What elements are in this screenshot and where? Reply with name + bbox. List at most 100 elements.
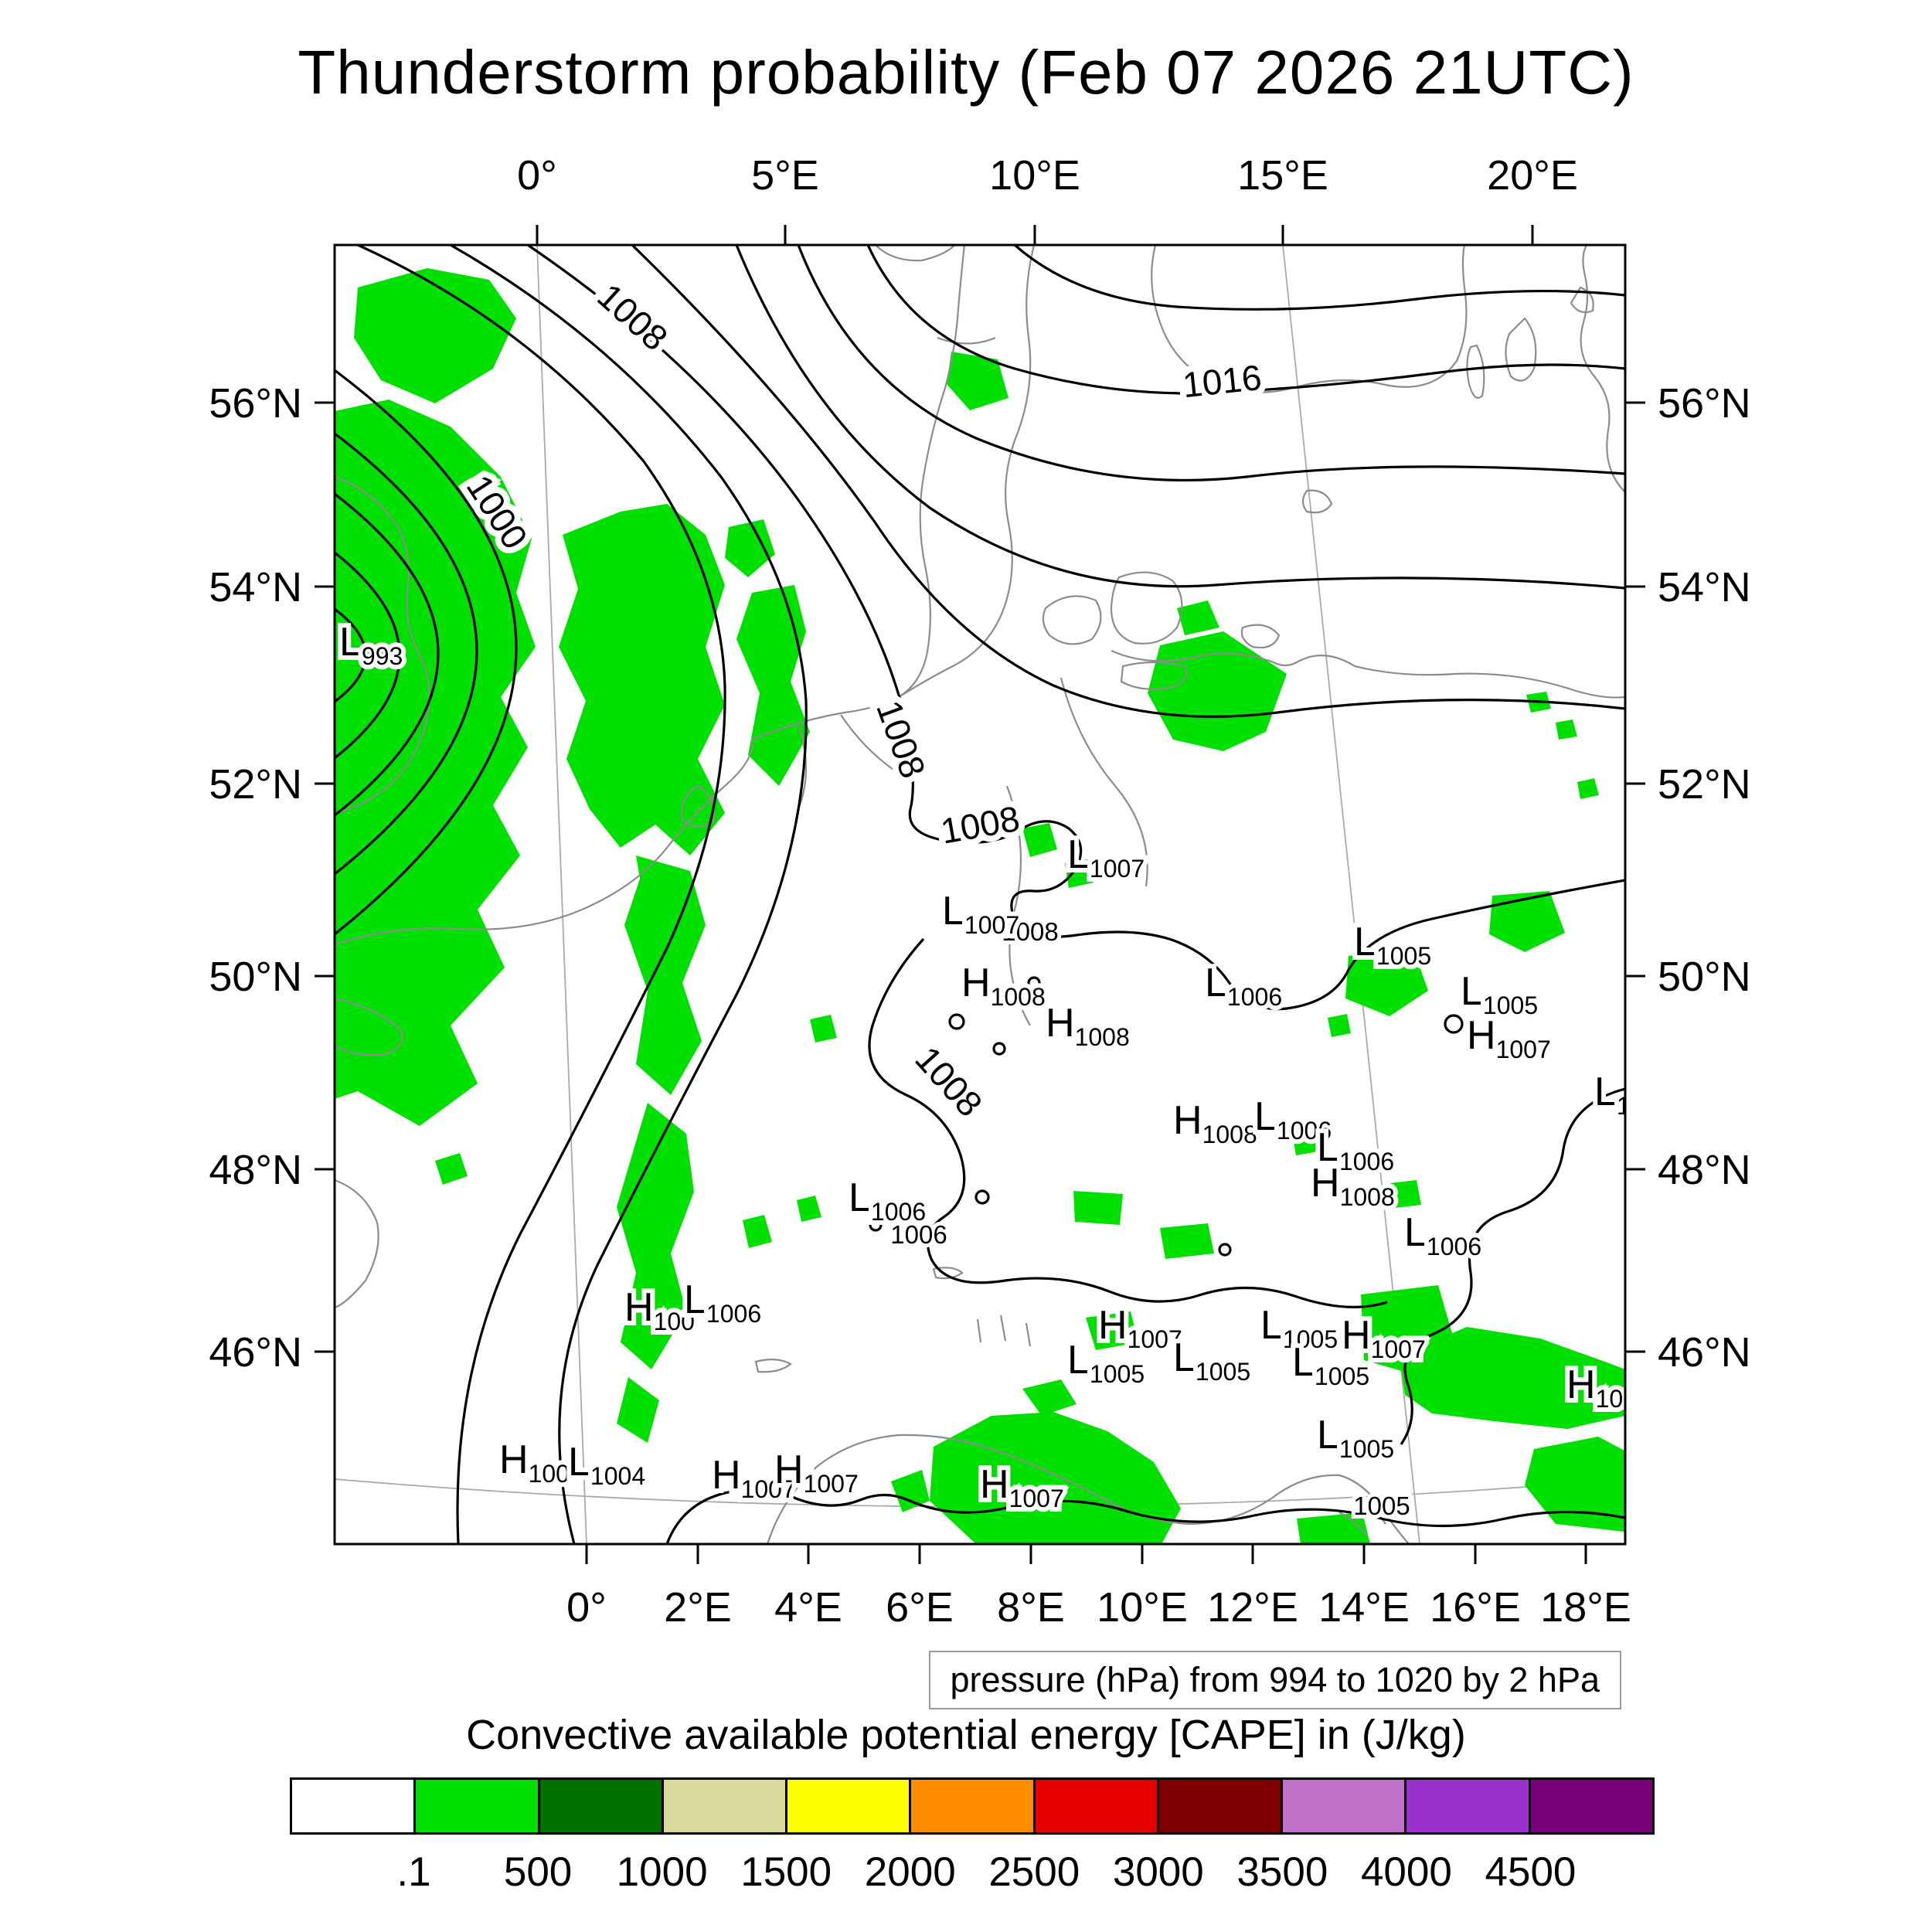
isobar-value-label: 1008: [590, 276, 675, 359]
axis-tick-label: 56°N: [1658, 380, 1751, 427]
pressure-center-label: L1005: [1260, 1303, 1338, 1353]
axis-tick-label: 4°E: [774, 1584, 842, 1631]
pressure-center-label: L1005: [1173, 1335, 1250, 1386]
axis-tick-label: 20°E: [1487, 152, 1578, 199]
colorbar-cell: [1281, 1777, 1407, 1835]
colorbar-cell: [537, 1777, 664, 1835]
pressure-center-label: L1005: [1317, 1413, 1394, 1463]
colorbar-cell: [413, 1777, 540, 1835]
colorbar-cell: [909, 1777, 1036, 1835]
axis-tick-label: 48°N: [209, 1147, 302, 1193]
colorbar-tick-label: 2500: [988, 1849, 1080, 1895]
isobar-value-label: 1006: [890, 1220, 947, 1249]
pressure-center-label: L1004: [568, 1440, 645, 1490]
pressure-center-label: L1006: [849, 1175, 926, 1226]
colorbar-tick-label: 4000: [1360, 1849, 1452, 1895]
axis-tick-label: 54°N: [209, 564, 302, 611]
pressure-center-label: H1007: [1098, 1303, 1182, 1353]
axis-tick-label: 10°E: [989, 152, 1080, 199]
colorbar-cell: [1528, 1777, 1655, 1835]
pressure-center-label: H100: [624, 1285, 695, 1335]
pressure-center-label: H1007: [1467, 1013, 1551, 1063]
axis-tick-label: 6°E: [886, 1584, 954, 1631]
axis-tick-label: 8°E: [997, 1584, 1065, 1631]
colorbar-cell: [1156, 1777, 1284, 1835]
pressure-center-label: L1006: [1254, 1094, 1332, 1145]
isobar-value-label: 005: [811, 1471, 854, 1499]
pressure-center-label: H1008: [1311, 1161, 1395, 1211]
colorbar-cell: [1032, 1777, 1159, 1835]
pressure-center-label: L993: [339, 620, 403, 670]
axis-tick-label: 46°N: [209, 1329, 302, 1376]
axis-tick-label: 56°N: [209, 380, 302, 427]
pressure-center-label: H1007: [1566, 1362, 1651, 1413]
axis-tick-label: 50°N: [209, 954, 302, 1000]
pressure-center-label: H1008: [1173, 1098, 1257, 1148]
pressure-range-note: pressure (hPa) from 994 to 1020 by 2 hPa: [928, 1651, 1621, 1709]
pressure-center-label: H1007: [980, 1462, 1064, 1512]
isobar-value-label: 1016: [1181, 357, 1264, 405]
cape-colorbar: [290, 1777, 1655, 1835]
isobar-value-label: 1008: [869, 696, 934, 784]
pressure-center-label: L1005: [1354, 920, 1431, 970]
cape-legend-title: Convective available potential energy [C…: [466, 1712, 1466, 1758]
axis-tick-label: 0°: [566, 1584, 607, 1631]
axis-tick-label: 16°E: [1430, 1584, 1521, 1631]
axis-tick-label: 5°E: [751, 152, 819, 199]
axis-tick-label: 54°N: [1658, 564, 1751, 611]
pressure-center-label: H1007: [1342, 1313, 1426, 1363]
colorbar-tick-label: 3500: [1236, 1849, 1328, 1895]
axis-tick-label: 48°N: [1658, 1147, 1751, 1193]
cape-shading: [335, 268, 1625, 1544]
pressure-center-label: L1007: [1067, 832, 1145, 883]
colorbar-cell: [290, 1777, 417, 1835]
isobars: [335, 245, 1625, 1544]
colorbar-tick-label: 1500: [740, 1849, 832, 1895]
colorbar-labels: .1 500 1000 1500 2000 2500 3000 3500 4000 4500: [290, 1849, 1655, 1903]
isobar-value-label: 1008: [937, 798, 1022, 852]
pressure-center-label: H1007: [712, 1453, 796, 1503]
pressure-center-label: H100: [499, 1437, 570, 1488]
map-frame: [333, 243, 1627, 1546]
pressure-center-label: L10: [1594, 1070, 1645, 1120]
colorbar-tick-label: 2000: [864, 1849, 956, 1895]
colorbar-tick-label: 3000: [1112, 1849, 1204, 1895]
isobar-value-label: 1008: [907, 1039, 990, 1124]
pressure-center-label: L1006: [1205, 961, 1282, 1011]
colorbar-tick-label: 500: [503, 1849, 573, 1895]
colorbar-cell: [661, 1777, 788, 1835]
pressure-center-label: L1005: [1292, 1340, 1369, 1390]
pressure-center-label: H1008: [961, 961, 1046, 1011]
axis-tick-label: 15°E: [1237, 152, 1328, 199]
axis-tick-label: 12°E: [1207, 1584, 1298, 1631]
pressure-center-label: L1007: [942, 889, 1019, 939]
axis-tick-label: 52°N: [209, 761, 302, 808]
axis-tick-label: 14°E: [1318, 1584, 1410, 1631]
map-axes: 0° 5°E 10°E 15°E 20°E 0° 2°E 4°E 6°E 8°E 10°E 12°E 1…: [209, 152, 1750, 1631]
pressure-center-labels: L993L1007L1007H1008H1008L1006L1005L1005H…: [335, 615, 1651, 1517]
colorbar-cell: [1404, 1777, 1531, 1835]
pressure-center-label: L1005: [1461, 969, 1538, 1019]
axis-tick-label: 10°E: [1097, 1584, 1188, 1631]
isobar-value-label: 1008: [1002, 917, 1058, 946]
axis-tick-label: 2°E: [664, 1584, 732, 1631]
colorbar-cell: [785, 1777, 912, 1835]
pressure-center-label: H1008: [1046, 1001, 1130, 1051]
axis-tick-label: 18°E: [1540, 1584, 1631, 1631]
axis-tick-label: 46°N: [1658, 1329, 1751, 1376]
colorbar-tick-label: .1: [396, 1849, 431, 1895]
axis-tick-label: 0°: [517, 152, 557, 199]
pressure-center-label: H1007: [774, 1447, 859, 1498]
isobar-value-label: 1005: [1353, 1492, 1410, 1520]
pressure-center-label: L1006: [1317, 1125, 1394, 1175]
pressure-center-label: L1006: [1404, 1210, 1481, 1260]
chart-title: Thunderstorm probability (Feb 07 2026 21…: [298, 38, 1634, 107]
axis-tick-label: 52°N: [1658, 761, 1751, 808]
pressure-center-label: L1006: [684, 1277, 761, 1328]
coastlines: [335, 245, 1625, 1544]
pressure-center-label: L1005: [1067, 1338, 1145, 1388]
colorbar-tick-label: 4500: [1485, 1849, 1577, 1895]
colorbar-tick-label: 1000: [616, 1849, 708, 1895]
